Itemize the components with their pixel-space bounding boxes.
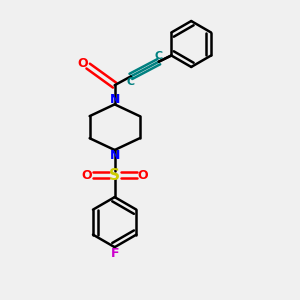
Text: C: C [155, 51, 163, 61]
Text: O: O [81, 169, 92, 182]
Text: N: N [110, 149, 120, 162]
Text: C: C [127, 77, 135, 87]
Text: N: N [110, 93, 120, 106]
Text: F: F [110, 247, 119, 260]
Text: O: O [78, 57, 88, 70]
Text: S: S [109, 167, 120, 182]
Text: O: O [137, 169, 148, 182]
